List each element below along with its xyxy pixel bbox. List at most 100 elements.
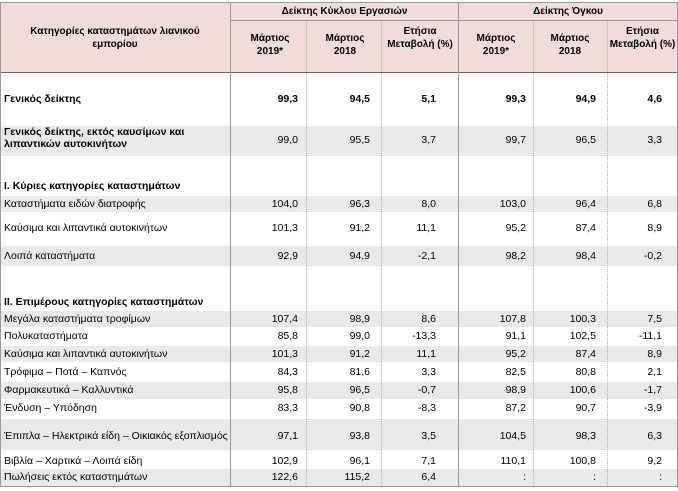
cell-value: 95,5 bbox=[349, 134, 370, 146]
cell-value: 2,1 bbox=[647, 366, 662, 378]
row-label: Μεγάλα καταστήματα τροφίμων bbox=[4, 313, 151, 325]
header-rule bbox=[0, 72, 678, 73]
cell-value: 93,8 bbox=[349, 430, 370, 442]
col-divider bbox=[230, 2, 231, 487]
col-divider bbox=[458, 2, 459, 487]
cell-value: 3,3 bbox=[647, 134, 662, 146]
row-label: Πωλήσεις εκτός καταστημάτων bbox=[4, 471, 148, 483]
cell-value: 102,5 bbox=[569, 330, 596, 342]
cell-value: 96,4 bbox=[575, 198, 596, 210]
row-label: Βιβλία – Χαρτικά – Λοιπά είδη bbox=[4, 455, 143, 467]
row-label: Καύσιμα και λιπαντικά αυτοκινήτων bbox=[4, 348, 168, 360]
cell-value: -0,2 bbox=[643, 250, 662, 262]
row-band bbox=[0, 346, 678, 362]
col-march2019-header: Μάρτιος 2019* bbox=[476, 33, 516, 57]
row-label: Γενικός δείκτης bbox=[4, 93, 82, 105]
cell-value: 98,3 bbox=[575, 430, 596, 442]
cell-value: 82,5 bbox=[505, 366, 526, 378]
row-band bbox=[0, 126, 678, 156]
cell-value: 87,4 bbox=[575, 222, 596, 234]
cell-value: 101,3 bbox=[271, 222, 298, 234]
cell-value: 98,4 bbox=[575, 250, 596, 262]
cell-value: 11,1 bbox=[416, 222, 436, 234]
cell-value: 91,2 bbox=[349, 348, 370, 360]
cell-value: 115,2 bbox=[344, 471, 371, 483]
col-dots bbox=[607, 21, 608, 486]
row-label: Φαρμακευτικά – Καλλυντικά bbox=[4, 384, 134, 396]
cell-value: 94,5 bbox=[349, 93, 370, 105]
cell-value: 87,2 bbox=[505, 402, 526, 414]
cell-value: 8,9 bbox=[647, 348, 662, 360]
cell-value: 104,0 bbox=[271, 198, 298, 210]
cell-value: 122,6 bbox=[271, 471, 298, 483]
cell-value: 107,8 bbox=[499, 313, 526, 325]
row-band bbox=[0, 246, 678, 266]
cell-value: 84,3 bbox=[277, 366, 298, 378]
cell-value: 91,2 bbox=[349, 222, 370, 234]
cell-value: 107,4 bbox=[271, 313, 298, 325]
cell-value: 95,2 bbox=[505, 348, 526, 360]
cell-value: 94,9 bbox=[349, 250, 370, 262]
col-march2019-header: Μάρτιος 2019* bbox=[250, 33, 290, 57]
cell-value: 100,3 bbox=[569, 313, 596, 325]
cell-value: -11,1 bbox=[638, 330, 662, 342]
cell-value: -0,7 bbox=[417, 384, 436, 396]
row-band bbox=[0, 469, 678, 487]
cell-value: 100,8 bbox=[569, 455, 596, 467]
cell-value: 7,1 bbox=[421, 455, 436, 467]
table-border bbox=[0, 486, 678, 487]
row-label: Καταστήματα ειδών διατροφής bbox=[4, 198, 146, 210]
cell-value: 98,9 bbox=[349, 313, 370, 325]
col-dots bbox=[533, 21, 534, 486]
table-border bbox=[0, 2, 678, 3]
cell-value: 99,7 bbox=[505, 134, 526, 146]
cell-value: 99,3 bbox=[277, 93, 298, 105]
cell-value: 94,9 bbox=[575, 93, 596, 105]
cell-value: -2,1 bbox=[417, 250, 436, 262]
cell-value: 7,5 bbox=[647, 313, 662, 325]
cell-value: 5,1 bbox=[421, 93, 436, 105]
row-band bbox=[0, 419, 678, 450]
cell-value: : bbox=[523, 471, 526, 483]
row-label: Πολυκαταστήματα bbox=[4, 330, 88, 342]
cell-value: 4,6 bbox=[647, 93, 662, 105]
cell-value: 11,1 bbox=[416, 348, 436, 360]
cell-value: 85,8 bbox=[277, 330, 298, 342]
cell-value: 90,8 bbox=[349, 402, 370, 414]
col-march2018-header: Μάρτιος 2018 bbox=[550, 33, 590, 57]
col-divider bbox=[0, 2, 1, 487]
row-band bbox=[0, 382, 678, 399]
cell-value: 91,1 bbox=[505, 330, 526, 342]
col-annual-header: Ετήσια Μεταβολή (%) bbox=[609, 26, 676, 50]
cell-value: 95,8 bbox=[277, 384, 298, 396]
cell-value: 87,4 bbox=[575, 348, 596, 360]
cell-value: 98,9 bbox=[505, 384, 526, 396]
cell-value: 92,9 bbox=[277, 250, 298, 262]
cell-value: 97,1 bbox=[277, 430, 298, 442]
cell-value: 96,1 bbox=[349, 455, 370, 467]
cell-value: 96,5 bbox=[349, 384, 370, 396]
col-dots bbox=[381, 21, 382, 486]
cell-value: -8,3 bbox=[417, 402, 436, 414]
cell-value: 102,9 bbox=[271, 455, 298, 467]
cell-value: 8,9 bbox=[647, 222, 662, 234]
cell-value: -1,7 bbox=[643, 384, 662, 396]
col-dots bbox=[306, 21, 307, 486]
cell-value: : bbox=[659, 471, 662, 483]
volume-index-header: Δείκτης Όγκου bbox=[533, 6, 603, 17]
col-annual-header: Ετήσια Μεταβολή (%) bbox=[387, 26, 453, 50]
cell-value: 3,7 bbox=[421, 134, 436, 146]
cell-value: 3,3 bbox=[421, 366, 436, 378]
cell-value: 99,0 bbox=[349, 330, 370, 342]
row-band bbox=[0, 311, 678, 327]
cell-value: 99,3 bbox=[505, 93, 526, 105]
col-march2018-header: Μάρτιος 2018 bbox=[325, 33, 365, 57]
cell-value: 96,5 bbox=[575, 134, 596, 146]
row-label: Τρόφιμα – Ποτά – Καπνός bbox=[4, 366, 127, 378]
row-label: Ένδυση – Υπόδηση bbox=[4, 402, 97, 414]
cell-value: 9,2 bbox=[647, 455, 662, 467]
row-label: Λοιπά καταστήματα bbox=[4, 250, 96, 262]
cell-value: -3,9 bbox=[643, 402, 662, 414]
cell-value: 80,8 bbox=[575, 366, 596, 378]
